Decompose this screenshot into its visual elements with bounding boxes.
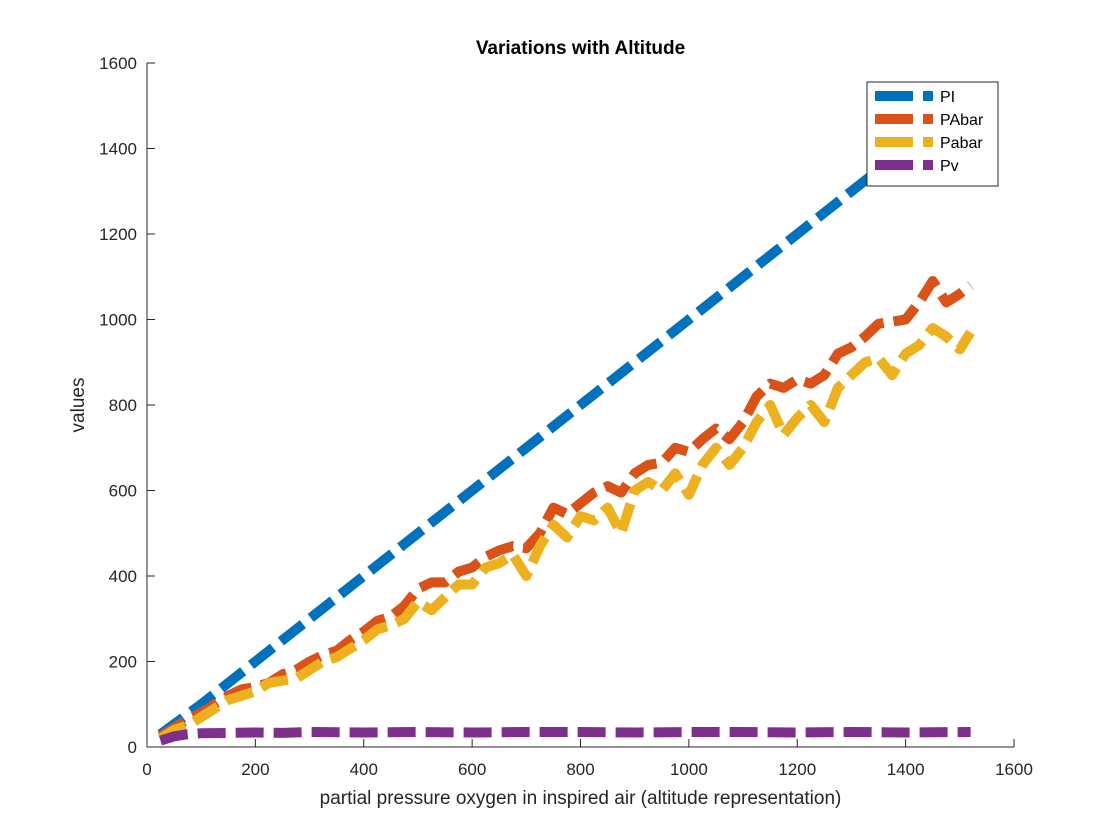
y-tick-label: 800 [109,396,137,415]
y-tick-label: 1200 [99,225,137,244]
series-line-pi [157,93,977,739]
x-tick-label: 800 [566,760,594,779]
x-tick-label: 0 [142,760,151,779]
x-tick-label: 1000 [670,760,708,779]
series-line-pabar [157,323,975,743]
legend: PI PAbar Pabar Pv [866,81,999,187]
y-tick-label: 1600 [99,54,137,73]
y-tick-label: 0 [128,738,137,757]
legend-label-pi: PI [940,89,955,106]
x-tick-label: 1600 [995,760,1033,779]
series-line-pabar [157,276,974,741]
x-tick-label: 1200 [778,760,816,779]
x-tick-label: 600 [458,760,486,779]
series-line-pv [158,727,971,746]
y-tick-label: 1400 [99,140,137,159]
legend-label-pabar: Pabar [940,135,983,152]
y-tick-label: 1000 [99,311,137,330]
y-tick-label: 400 [109,567,137,586]
legend-label-pabar: PAbar [940,112,984,129]
x-tick-label: 400 [350,760,378,779]
x-tick-label: 200 [241,760,269,779]
legend-label-pv: Pv [940,158,959,175]
x-axis-ticks: 0 200 400 600 800 1000 1200 1400 1600 [142,739,1033,779]
x-tick-label: 1400 [887,760,925,779]
y-tick-label: 600 [109,482,137,501]
y-tick-label: 200 [109,653,137,672]
chart-title: Variations with Altitude [476,38,685,59]
x-axis-title: partial pressure oxygen in inspired air … [320,788,842,809]
y-axis-ticks: 0 200 400 600 800 1000 1200 1400 1600 [99,54,155,757]
y-axis-title: values [68,378,89,433]
series-layer [157,93,977,746]
